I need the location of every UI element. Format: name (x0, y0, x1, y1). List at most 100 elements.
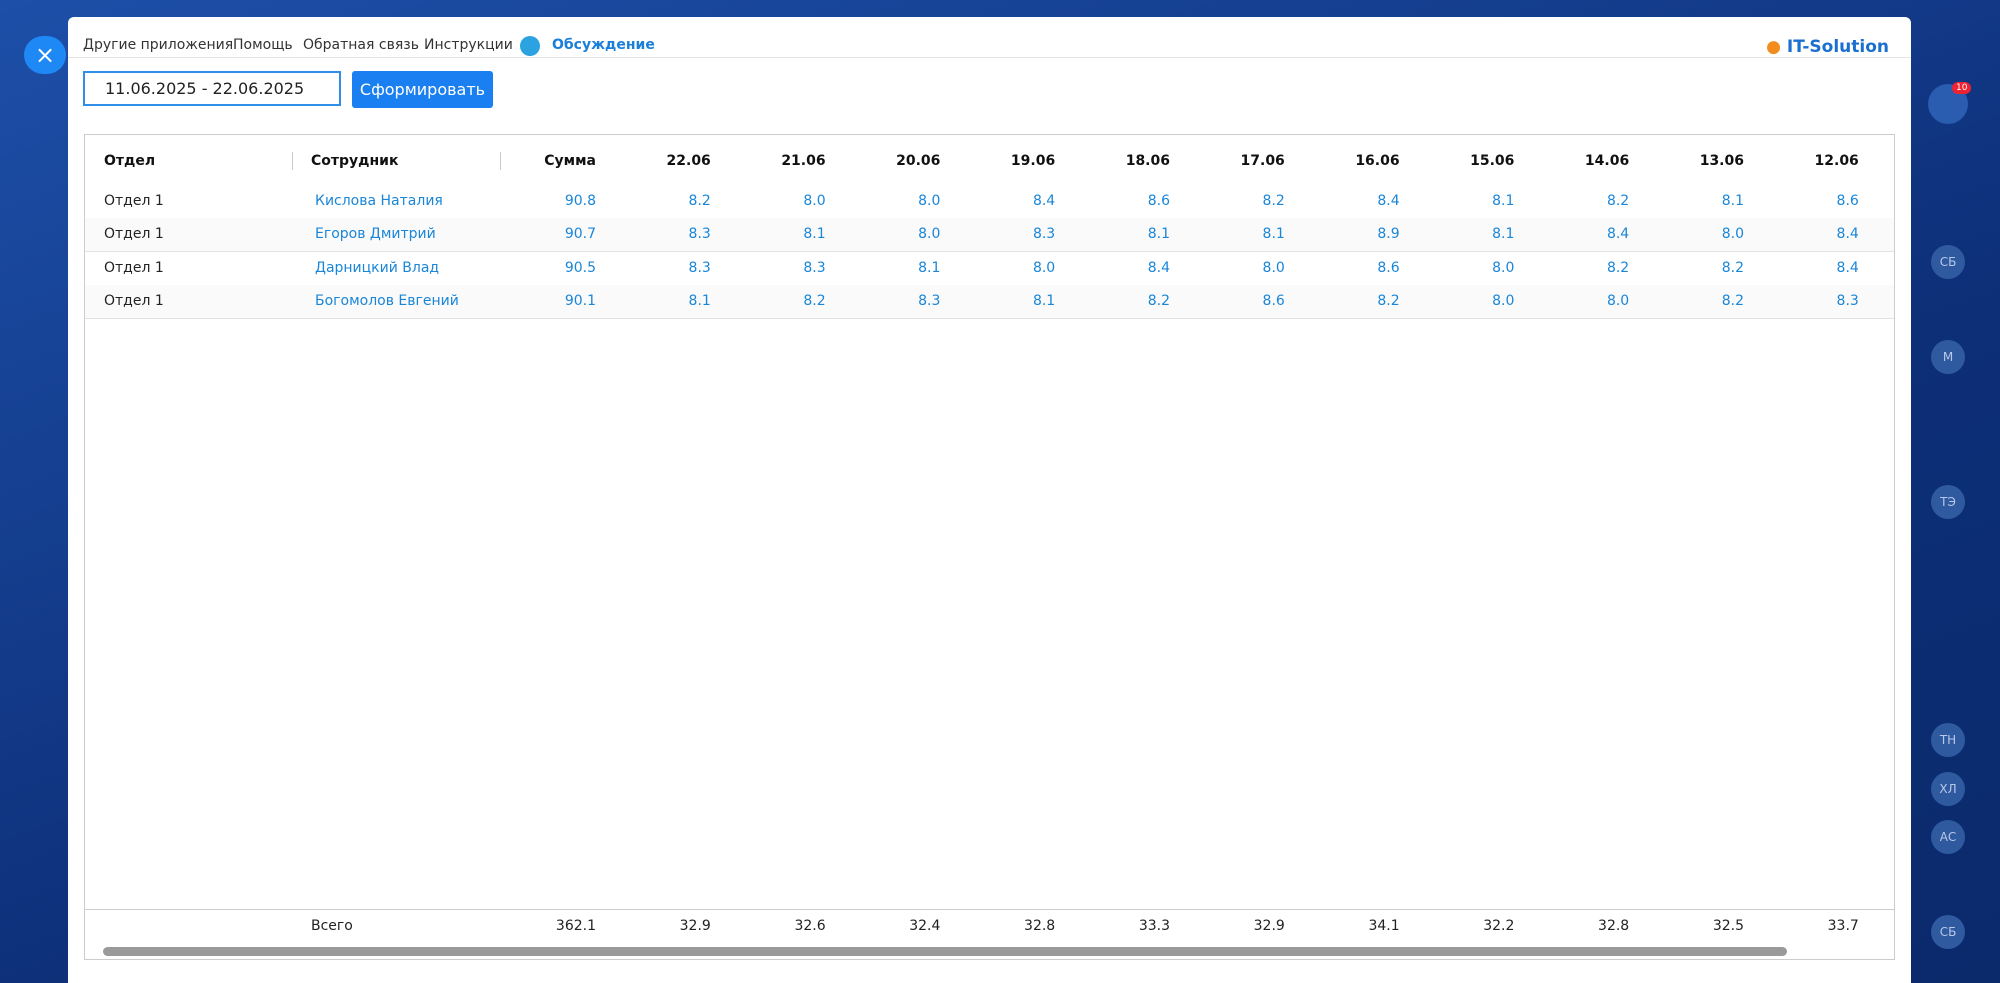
value-cell[interactable]: 8.0 (1032, 259, 1056, 276)
value-cell[interactable]: 8.0 (1492, 259, 1515, 276)
value-cell[interactable]: 8.0 (1721, 226, 1744, 243)
value-cell[interactable]: 8.3 (918, 293, 941, 310)
employee-link[interactable]: Егоров Дмитрий (315, 226, 436, 243)
value-cell[interactable]: 8.2 (1721, 259, 1744, 276)
employee-link[interactable]: Кислова Наталия (315, 193, 443, 209)
value-cell[interactable]: 8.0 (1262, 259, 1285, 276)
value-cell[interactable]: 8.4 (1836, 226, 1859, 243)
avatar[interactable]: СБ (1931, 915, 1965, 949)
value-cell[interactable]: 8.4 (1032, 193, 1056, 209)
date-range-input[interactable]: 11.06.2025 - 22.06.2025 (83, 71, 341, 106)
value-cell[interactable]: 8.2 (1606, 259, 1630, 276)
value-cell[interactable]: 8.1 (803, 226, 826, 243)
column-header[interactable]: 22.06 (666, 153, 711, 169)
value-cell[interactable]: 8.3 (1032, 226, 1056, 243)
nav-link[interactable]: Другие приложения (83, 37, 234, 53)
value-cell[interactable]: 8.3 (803, 259, 826, 276)
footer-total: 34.1 (1368, 918, 1400, 934)
value-cell[interactable]: 8.3 (1836, 293, 1859, 310)
value-cell[interactable]: 8.4 (1377, 193, 1400, 209)
generate-button[interactable]: Сформировать (352, 71, 493, 108)
column-header[interactable]: 12.06 (1814, 153, 1859, 169)
value-cell[interactable]: 90.5 (564, 259, 596, 276)
value-cell[interactable]: 8.4 (1606, 226, 1630, 243)
value-cell[interactable]: 8.9 (1377, 226, 1400, 243)
value-cell[interactable]: 8.2 (1377, 293, 1400, 310)
value-cell[interactable]: 8.4 (1147, 259, 1170, 276)
nav-link[interactable]: Инструкции (424, 37, 513, 53)
value-cell[interactable]: 8.1 (688, 293, 711, 310)
employee-link[interactable]: Богомолов Евгений (315, 293, 459, 310)
value-cell[interactable]: 8.1 (1492, 226, 1515, 243)
department: Отдел 1 (104, 259, 164, 276)
value-cell[interactable]: 8.2 (803, 293, 826, 310)
footer-total: 32.8 (1598, 918, 1630, 934)
close-button[interactable]: × (24, 36, 66, 74)
column-header[interactable]: 19.06 (1010, 153, 1056, 169)
department: Отдел 1 (104, 293, 164, 310)
value-cell[interactable]: 8.6 (1836, 193, 1859, 209)
footer-divider (85, 909, 1894, 910)
column-header[interactable]: 14.06 (1584, 153, 1630, 169)
value-cell[interactable]: 8.6 (1377, 259, 1400, 276)
value-cell[interactable]: 8.0 (803, 193, 826, 209)
avatar[interactable]: АС (1931, 820, 1965, 854)
department: Отдел 1 (104, 226, 164, 243)
value-cell[interactable]: 8.0 (918, 193, 941, 209)
column-header[interactable]: Сотрудник (311, 153, 399, 169)
column-header[interactable]: 21.06 (781, 153, 826, 169)
value-cell[interactable]: 8.2 (1147, 293, 1170, 310)
value-cell[interactable]: 8.2 (1606, 193, 1630, 209)
value-cell[interactable]: 8.2 (688, 193, 711, 209)
avatar[interactable]: ХЛ (1931, 772, 1965, 806)
column-header[interactable]: 16.06 (1355, 153, 1400, 169)
value-cell[interactable]: 8.1 (1262, 226, 1285, 243)
footer-total: 33.3 (1138, 918, 1170, 934)
value-cell[interactable]: 8.6 (1147, 193, 1170, 209)
column-header[interactable]: 17.06 (1240, 153, 1285, 169)
divider (68, 57, 1911, 58)
footer-total: 33.7 (1827, 918, 1859, 934)
value-cell[interactable]: 8.3 (688, 259, 711, 276)
nav-link[interactable]: Обсуждение (552, 37, 655, 53)
nav-link[interactable]: Помощь (233, 37, 293, 53)
column-header[interactable]: Отдел (104, 153, 156, 169)
table: Отдел Сотрудник Сумма 22.06 21.06 20.06 19.06 1… (84, 134, 1895, 960)
value-cell[interactable]: 90.8 (564, 193, 596, 209)
value-cell[interactable]: 8.2 (1262, 193, 1285, 209)
column-header[interactable]: 13.06 (1699, 153, 1744, 169)
value-cell[interactable]: 8.4 (1836, 259, 1859, 276)
value-cell[interactable]: 8.6 (1262, 293, 1285, 310)
scrollbar[interactable] (103, 947, 1787, 956)
footer-total: 32.5 (1712, 918, 1744, 934)
department: Отдел 1 (104, 193, 164, 209)
column-header[interactable]: 20.06 (896, 153, 941, 169)
column-header[interactable]: 15.06 (1470, 153, 1515, 169)
brand: ● IT-Solution (1766, 37, 1889, 57)
value-cell[interactable]: 8.3 (688, 226, 711, 243)
value-cell[interactable]: 8.1 (918, 259, 941, 276)
employee-link[interactable]: Дарницкий Влад (315, 259, 440, 276)
value-cell[interactable]: 8.0 (1606, 293, 1630, 310)
avatar[interactable]: ТЭ (1931, 485, 1965, 519)
telegram-icon (520, 36, 540, 56)
value-cell[interactable]: 8.0 (918, 226, 941, 243)
nav-link[interactable]: Обратная связь (303, 37, 419, 53)
value-cell[interactable]: 8.0 (1492, 293, 1515, 310)
column-header[interactable]: Сумма (544, 153, 596, 169)
value-cell[interactable]: 8.2 (1721, 293, 1744, 310)
avatar[interactable]: СБ (1931, 245, 1965, 279)
avatar[interactable]: М (1931, 340, 1965, 374)
value-cell[interactable]: 8.1 (1032, 293, 1056, 310)
column-header[interactable]: 18.06 (1125, 153, 1170, 169)
avatar[interactable]: ТН (1931, 723, 1965, 757)
value-cell[interactable]: 8.1 (1721, 193, 1744, 209)
value-cell[interactable]: 8.1 (1492, 193, 1515, 209)
value-cell[interactable]: 8.1 (1147, 226, 1170, 243)
value-cell[interactable]: 90.7 (564, 226, 596, 243)
brand-text: IT-Solution (1786, 37, 1889, 57)
badge: 10 (1952, 82, 1972, 94)
value-cell[interactable]: 90.1 (564, 293, 596, 310)
col-sep (292, 152, 293, 170)
